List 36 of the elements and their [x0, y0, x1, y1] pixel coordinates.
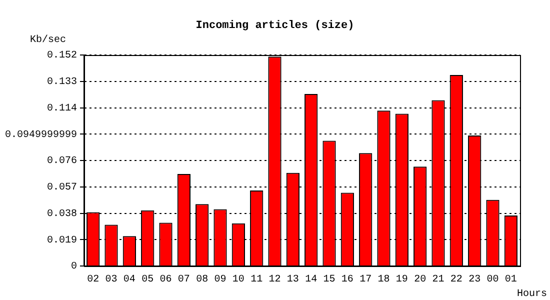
x-tick-label: 17 [360, 274, 372, 286]
x-tick-label: 07 [178, 274, 190, 286]
x-tick-label: 06 [160, 274, 172, 286]
y-tick-label: 0.114 [46, 103, 78, 114]
y-tick-label: 0.076 [46, 156, 78, 168]
x-tick-label: 15 [323, 274, 336, 286]
x-tick-label: 09 [214, 274, 226, 286]
y-tick-label: 0 [70, 262, 78, 273]
x-tick-label: 14 [305, 274, 318, 286]
x-tick-label: 05 [142, 274, 154, 286]
x-tick-label: 16 [341, 274, 354, 286]
x-axis-title: Hours [516, 289, 547, 300]
x-tick-label: 11 [250, 274, 263, 286]
y-tick-label: 0.152 [46, 50, 78, 62]
y-axis-title: Kb/sec [30, 34, 66, 46]
x-tick-label: 21 [432, 274, 444, 286]
x-tick-label: 01 [504, 274, 517, 286]
x-tick-label: 20 [414, 274, 426, 286]
x-tick-label: 19 [396, 274, 408, 286]
y-tick-label: 0.038 [46, 208, 78, 220]
x-tick-label: 22 [450, 274, 462, 286]
x-tick-label: 13 [286, 274, 299, 286]
y-tick-label: 0.019 [46, 235, 78, 246]
x-tick-label: 10 [232, 274, 244, 286]
x-tick-label: 23 [468, 274, 481, 286]
chart-title: Incoming articles (size) [196, 20, 354, 32]
x-tick-label: 04 [123, 274, 136, 286]
y-tick-label: 0.057 [46, 182, 78, 194]
y-tick-label: 0.0949999999 [4, 130, 78, 141]
x-tick-label: 18 [378, 274, 390, 286]
x-tick-label: 03 [105, 274, 118, 286]
x-tick-label: 02 [87, 274, 100, 286]
x-tick-label: 12 [268, 274, 281, 286]
y-tick-label: 0.133 [46, 77, 78, 88]
x-tick-label: 08 [196, 274, 208, 286]
x-tick-label: 00 [486, 274, 499, 286]
